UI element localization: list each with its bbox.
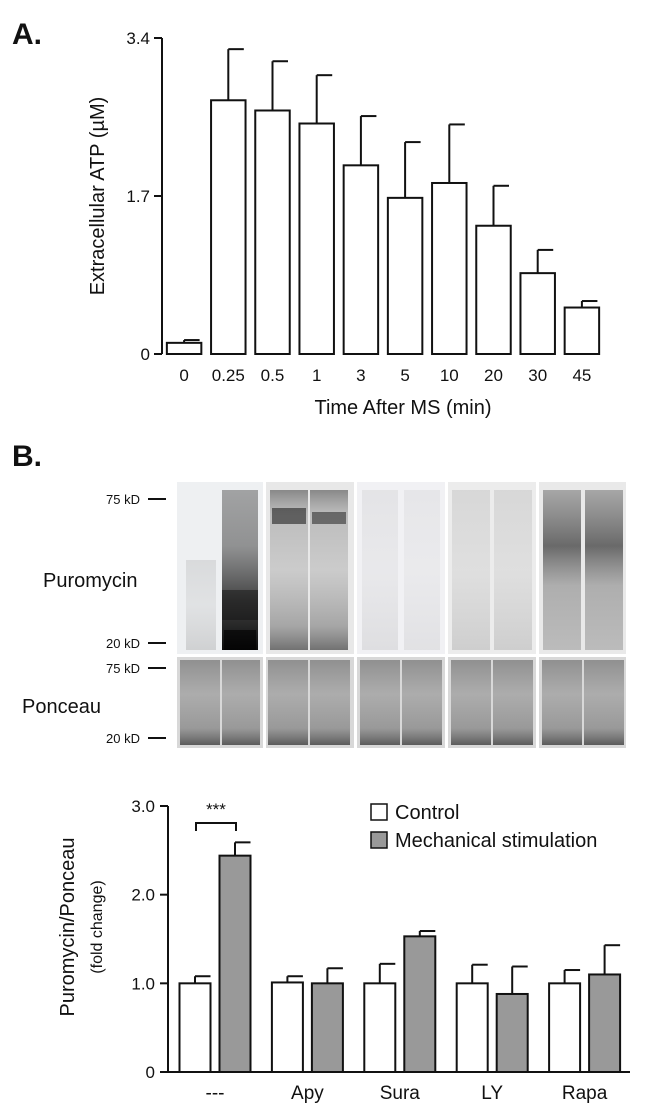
chart-b-bar <box>455 982 489 1073</box>
chart-a-bar <box>254 109 291 356</box>
chart-b-text: 0 1.0 2.0 3.0 --- Apy Sura LY Rapa <box>131 797 607 1104</box>
chart-b-bar <box>363 982 397 1073</box>
marker-20kd: 20 kD <box>106 636 140 651</box>
chart-b-y-tick-label: 2.0 <box>131 886 155 905</box>
chart-b-y-tick-label: 0 <box>146 1063 155 1082</box>
significance-bracket <box>195 822 237 831</box>
chart-a-x-tick-label: 3 <box>356 366 365 385</box>
chart-a-x-tick-label: 45 <box>572 366 591 385</box>
chart-b-legend: Control Mechanical stimulation <box>370 802 597 852</box>
puromycin-label: Puromycin <box>43 570 137 592</box>
chart-a-x-tick-label: 0 <box>179 366 188 385</box>
panel-a-label: A. <box>12 18 42 51</box>
chart-a-ylabel: Extracellular ATP (µM) <box>87 97 109 296</box>
chart-b-y-tick-label: 3.0 <box>131 797 155 816</box>
chart-a-xlabel: Time After MS (min) <box>314 397 491 419</box>
marker-75kd: 75 kD <box>106 492 140 507</box>
chart-a-x-tick-label: 20 <box>484 366 503 385</box>
chart-b-bars <box>178 841 622 1074</box>
chart-a-y-tick-label: 1.7 <box>126 187 150 206</box>
legend-swatch-control <box>370 803 388 821</box>
chart-a-bar <box>519 272 556 355</box>
chart-a-bar <box>431 181 468 355</box>
chart-a-bar <box>563 306 601 356</box>
chart-a-bar <box>342 164 380 355</box>
chart-b-bar <box>548 982 582 1073</box>
chart-b-bar <box>270 981 304 1073</box>
chart-b-ylabel: Puromycin/Ponceau <box>57 838 79 1017</box>
panel-b-label: B. <box>12 440 42 473</box>
chart-b-y-tick-label: 1.0 <box>131 974 155 993</box>
chart-b-x-tick-label: Apy <box>291 1083 324 1104</box>
chart-a-x-tick-label: 30 <box>528 366 547 385</box>
ponceau-label: Ponceau <box>22 696 101 718</box>
significance-stars: *** <box>206 800 226 819</box>
chart-b-bar <box>178 982 212 1073</box>
chart-a-text: 0 1.7 3.4 0 0.25 0.5 1 3 5 10 20 30 45 <box>126 29 591 385</box>
chart-b-ylabel-units: (fold change) <box>89 880 106 973</box>
legend-label-control: Control <box>395 802 459 824</box>
chart-a-bar <box>386 196 424 355</box>
western-blot: 75 kD 20 kD 75 kD 20 kD Puromycin Poncea… <box>22 482 626 748</box>
chart-b-x-tick-label: LY <box>481 1083 503 1104</box>
chart-a-bar <box>298 122 335 355</box>
chart-b-bar <box>495 992 529 1073</box>
chart-a: 0 1.7 3.4 0 0.25 0.5 1 3 5 10 20 30 45 Time After MS… <box>87 29 601 419</box>
legend-swatch-mechanical <box>370 831 388 849</box>
chart-b: 0 1.0 2.0 3.0 --- Apy Sura LY Rapa Puromycin/Pon… <box>57 797 630 1104</box>
chart-b-x-tick-label: --- <box>206 1083 225 1104</box>
chart-a-x-tick-label: 0.5 <box>261 366 285 385</box>
chart-a-x-tick-label: 5 <box>400 366 409 385</box>
chart-a-bar <box>165 341 203 355</box>
chart-b-bar <box>588 973 622 1074</box>
marker-20kd: 20 kD <box>106 731 140 746</box>
chart-b-bar <box>218 854 252 1073</box>
chart-b-x-tick-label: Rapa <box>562 1083 608 1104</box>
chart-a-x-tick-label: 10 <box>440 366 459 385</box>
chart-a-bar <box>210 99 247 356</box>
chart-a-bar <box>475 224 512 355</box>
chart-a-bars <box>165 48 601 356</box>
chart-a-y-tick-label: 3.4 <box>126 29 150 48</box>
ponceau-blot <box>177 657 626 748</box>
chart-b-bar <box>403 935 437 1074</box>
chart-b-x-tick-label: Sura <box>380 1083 421 1104</box>
chart-a-x-tick-label: 1 <box>312 366 321 385</box>
chart-a-axes <box>154 37 163 355</box>
legend-label-mechanical: Mechanical stimulation <box>395 830 597 852</box>
chart-b-bar <box>310 982 344 1073</box>
chart-a-x-tick-label: 0.25 <box>212 366 245 385</box>
puromycin-blot <box>177 482 626 654</box>
chart-a-y-tick-label: 0 <box>141 345 150 364</box>
marker-75kd: 75 kD <box>106 661 140 676</box>
